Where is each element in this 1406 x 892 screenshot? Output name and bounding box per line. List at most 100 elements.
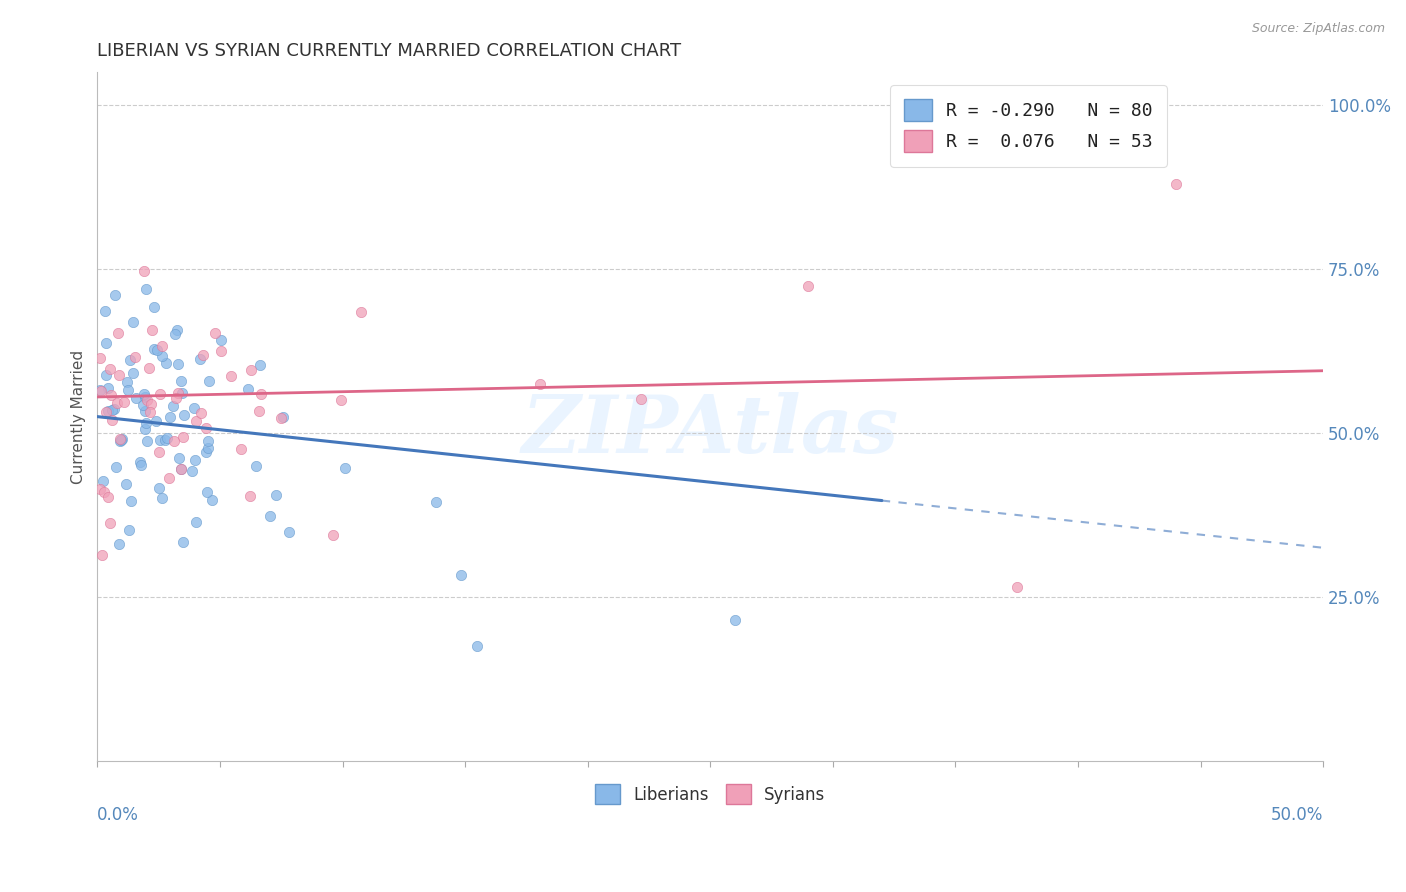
Point [195, 445, 218, 459]
Point [193, 348, 215, 362]
Point [270, 410, 292, 425]
Point [209, 343, 232, 358]
Point [236, 382, 259, 396]
Point [201, 493, 224, 508]
Point [170, 374, 193, 388]
Point [89, 351, 111, 365]
Text: ZIPAtlas: ZIPAtlas [522, 392, 898, 469]
Point [108, 368, 131, 382]
Point [94, 405, 117, 419]
Point [104, 288, 127, 302]
Point [425, 495, 447, 509]
Point [204, 326, 226, 340]
Point [143, 300, 166, 314]
Point [149, 387, 172, 401]
Legend: Liberians, Syrians: Liberians, Syrians [589, 777, 832, 811]
Point [184, 453, 207, 467]
Point [129, 458, 152, 472]
Point [190, 407, 212, 421]
Point [108, 432, 131, 446]
Point [134, 422, 156, 436]
Point [188, 351, 211, 366]
Point [89, 482, 111, 496]
Point [152, 491, 174, 506]
Point [197, 434, 219, 448]
Point [467, 639, 489, 653]
Point [797, 278, 820, 293]
Point [240, 363, 263, 377]
Point [170, 385, 193, 400]
Point [155, 356, 177, 370]
Point [149, 433, 172, 447]
Point [170, 462, 193, 476]
Point [90, 384, 112, 398]
Point [98, 362, 121, 376]
Point [245, 458, 267, 473]
Point [170, 461, 193, 475]
Point [115, 375, 138, 389]
Point [186, 415, 208, 429]
Point [259, 508, 281, 523]
Point [247, 404, 270, 418]
Point [198, 374, 221, 388]
Point [249, 358, 271, 372]
Point [94, 335, 117, 350]
Point [330, 392, 353, 407]
Point [107, 326, 129, 340]
Point [125, 392, 148, 406]
Point [250, 387, 273, 401]
Point [630, 392, 652, 406]
Point [142, 342, 165, 356]
Point [238, 489, 260, 503]
Text: LIBERIAN VS SYRIAN CURRENTLY MARRIED CORRELATION CHART: LIBERIAN VS SYRIAN CURRENTLY MARRIED COR… [97, 42, 682, 60]
Text: 50.0%: 50.0% [1271, 805, 1323, 823]
Point [529, 377, 551, 392]
Point [115, 477, 138, 491]
Point [181, 465, 204, 479]
Point [139, 405, 162, 419]
Point [101, 413, 124, 427]
Point [108, 537, 131, 551]
Point [103, 401, 125, 416]
Text: Source: ZipAtlas.com: Source: ZipAtlas.com [1251, 22, 1385, 36]
Point [172, 430, 194, 444]
Point [166, 323, 188, 337]
Point [186, 515, 208, 529]
Point [163, 326, 186, 341]
Point [145, 414, 167, 428]
Point [132, 263, 155, 277]
Point [141, 323, 163, 337]
Point [89, 383, 111, 397]
Point [111, 432, 134, 446]
Point [101, 402, 124, 417]
Point [122, 366, 145, 380]
Point [173, 408, 195, 422]
Point [209, 333, 232, 347]
Point [98, 516, 121, 530]
Point [167, 386, 190, 401]
Point [97, 381, 120, 395]
Point [271, 409, 294, 424]
Point [450, 568, 472, 582]
Point [91, 475, 114, 489]
Point [165, 392, 187, 406]
Point [94, 368, 117, 383]
Point [120, 353, 142, 368]
Point [148, 445, 170, 459]
Point [195, 485, 218, 500]
Point [350, 304, 373, 318]
Point [141, 397, 163, 411]
Point [97, 490, 120, 504]
Point [167, 450, 190, 465]
Point [122, 316, 145, 330]
Point [134, 404, 156, 418]
Point [124, 350, 146, 364]
Y-axis label: Currently Married: Currently Married [72, 350, 86, 483]
Point [150, 339, 173, 353]
Point [278, 524, 301, 539]
Point [105, 395, 128, 409]
Point [333, 461, 356, 475]
Point [132, 398, 155, 412]
Point [156, 431, 179, 445]
Point [162, 399, 184, 413]
